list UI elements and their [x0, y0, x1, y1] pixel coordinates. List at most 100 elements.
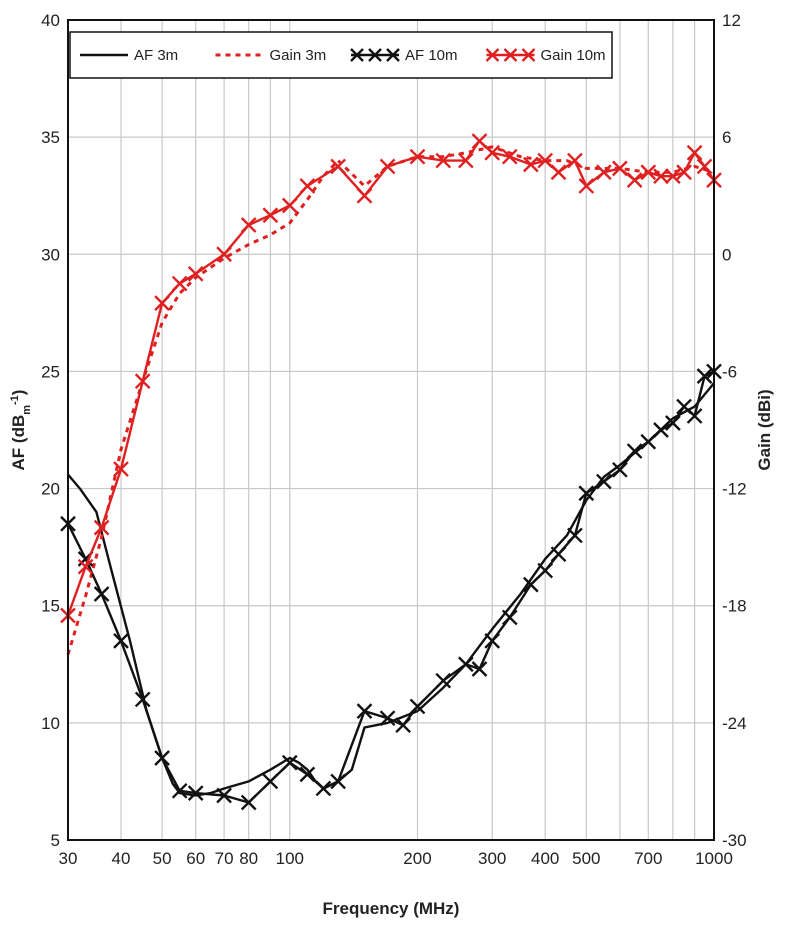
data-point-marker	[386, 48, 400, 62]
data-point-marker	[626, 172, 643, 188]
x-tick-label: 400	[531, 849, 559, 868]
marker-stroke	[330, 158, 346, 175]
series-af-10m	[60, 363, 722, 811]
data-point-marker	[356, 187, 373, 204]
legend-item: AF 10m	[350, 47, 458, 64]
data-point-marker	[435, 672, 452, 689]
y-axis-left-title: AF (dBm-1)	[9, 390, 33, 471]
data-point-marker	[368, 48, 382, 62]
data-point-marker	[350, 48, 364, 62]
marker-stroke	[653, 168, 669, 185]
marker-stroke	[379, 710, 396, 727]
legend-item: Gain 10m	[485, 47, 606, 64]
marker-stroke	[550, 164, 567, 181]
marker-stroke	[626, 172, 643, 188]
marker-stroke	[262, 773, 279, 790]
data-point-marker	[521, 48, 536, 62]
plot-frame	[67, 19, 715, 841]
marker-stroke	[676, 164, 692, 181]
marker-stroke	[653, 422, 669, 438]
marker-stroke	[134, 691, 151, 708]
data-point-marker	[299, 178, 316, 194]
marker-stroke	[330, 773, 346, 790]
data-point-marker	[77, 558, 94, 575]
data-point-marker	[501, 148, 518, 165]
y-left-tick-label: 40	[41, 11, 60, 30]
y-right-tick-label: -12	[722, 480, 747, 499]
data-point-marker	[653, 168, 669, 185]
legend: AF 3m Gain 3m AF 10m Gain 10m	[69, 31, 613, 79]
series-gain-10m	[60, 133, 722, 624]
marker-stroke	[240, 217, 257, 233]
x-tick-label: 200	[403, 849, 431, 868]
data-point-marker	[154, 295, 170, 311]
marker-stroke	[216, 787, 232, 804]
marker-stroke	[356, 187, 373, 204]
marker-stroke	[578, 485, 595, 502]
x-tick-label: 30	[59, 849, 78, 868]
series-layer	[60, 133, 722, 811]
marker-stroke	[522, 156, 539, 173]
marker-stroke	[522, 576, 539, 593]
data-point-marker	[567, 152, 583, 169]
marker-stroke	[640, 164, 657, 181]
marker-stroke	[578, 178, 595, 194]
data-point-marker	[626, 443, 643, 459]
marker-stroke	[686, 408, 703, 424]
data-point-marker	[484, 144, 501, 161]
data-point-marker	[550, 164, 567, 181]
data-point-marker	[665, 168, 681, 185]
marker-stroke	[676, 398, 692, 415]
y-left-tick-label: 35	[41, 128, 60, 147]
data-point-marker	[537, 152, 554, 169]
marker-stroke	[471, 661, 488, 677]
data-point-marker	[330, 773, 346, 790]
x-tick-label: 80	[239, 849, 258, 868]
marker-stroke	[435, 672, 452, 689]
data-point-marker	[187, 265, 204, 282]
marker-stroke	[485, 48, 500, 62]
x-axis-title: Frequency (MHz)	[323, 899, 460, 918]
data-point-marker	[281, 197, 298, 214]
data-point-marker	[315, 780, 332, 797]
y-left-tick-label: 25	[41, 362, 60, 381]
marker-stroke	[537, 152, 554, 169]
marker-stroke	[299, 766, 316, 783]
marker-stroke	[550, 546, 567, 563]
data-point-marker	[501, 609, 518, 626]
data-point-marker	[356, 703, 373, 719]
data-point-marker	[457, 152, 474, 169]
marker-stroke	[187, 785, 204, 801]
data-point-marker	[113, 461, 129, 477]
data-point-marker	[503, 48, 518, 62]
marker-stroke	[626, 443, 643, 459]
marker-stroke	[409, 698, 426, 715]
marker-stroke	[567, 152, 583, 169]
marker-stroke	[154, 295, 170, 311]
y-right-tick-label: 12	[722, 11, 741, 30]
data-point-marker	[537, 562, 554, 579]
data-point-marker	[171, 782, 188, 799]
marker-stroke	[501, 609, 518, 626]
marker-stroke	[409, 148, 426, 165]
data-point-marker	[134, 373, 151, 390]
marker-stroke	[262, 207, 279, 224]
data-point-marker	[686, 144, 703, 161]
marker-stroke	[457, 656, 474, 673]
data-point-marker	[696, 368, 713, 384]
marker-stroke	[686, 144, 703, 161]
data-point-marker	[676, 164, 692, 181]
marker-stroke	[386, 48, 400, 62]
data-point-marker	[578, 178, 595, 194]
data-point-marker	[612, 461, 628, 478]
data-point-marker	[216, 246, 232, 263]
marker-stroke	[395, 717, 411, 734]
data-point-marker	[640, 164, 657, 181]
legend-label: Gain 10m	[541, 47, 606, 64]
marker-stroke	[77, 558, 94, 575]
x-tick-label: 40	[112, 849, 131, 868]
data-point-marker	[550, 546, 567, 563]
